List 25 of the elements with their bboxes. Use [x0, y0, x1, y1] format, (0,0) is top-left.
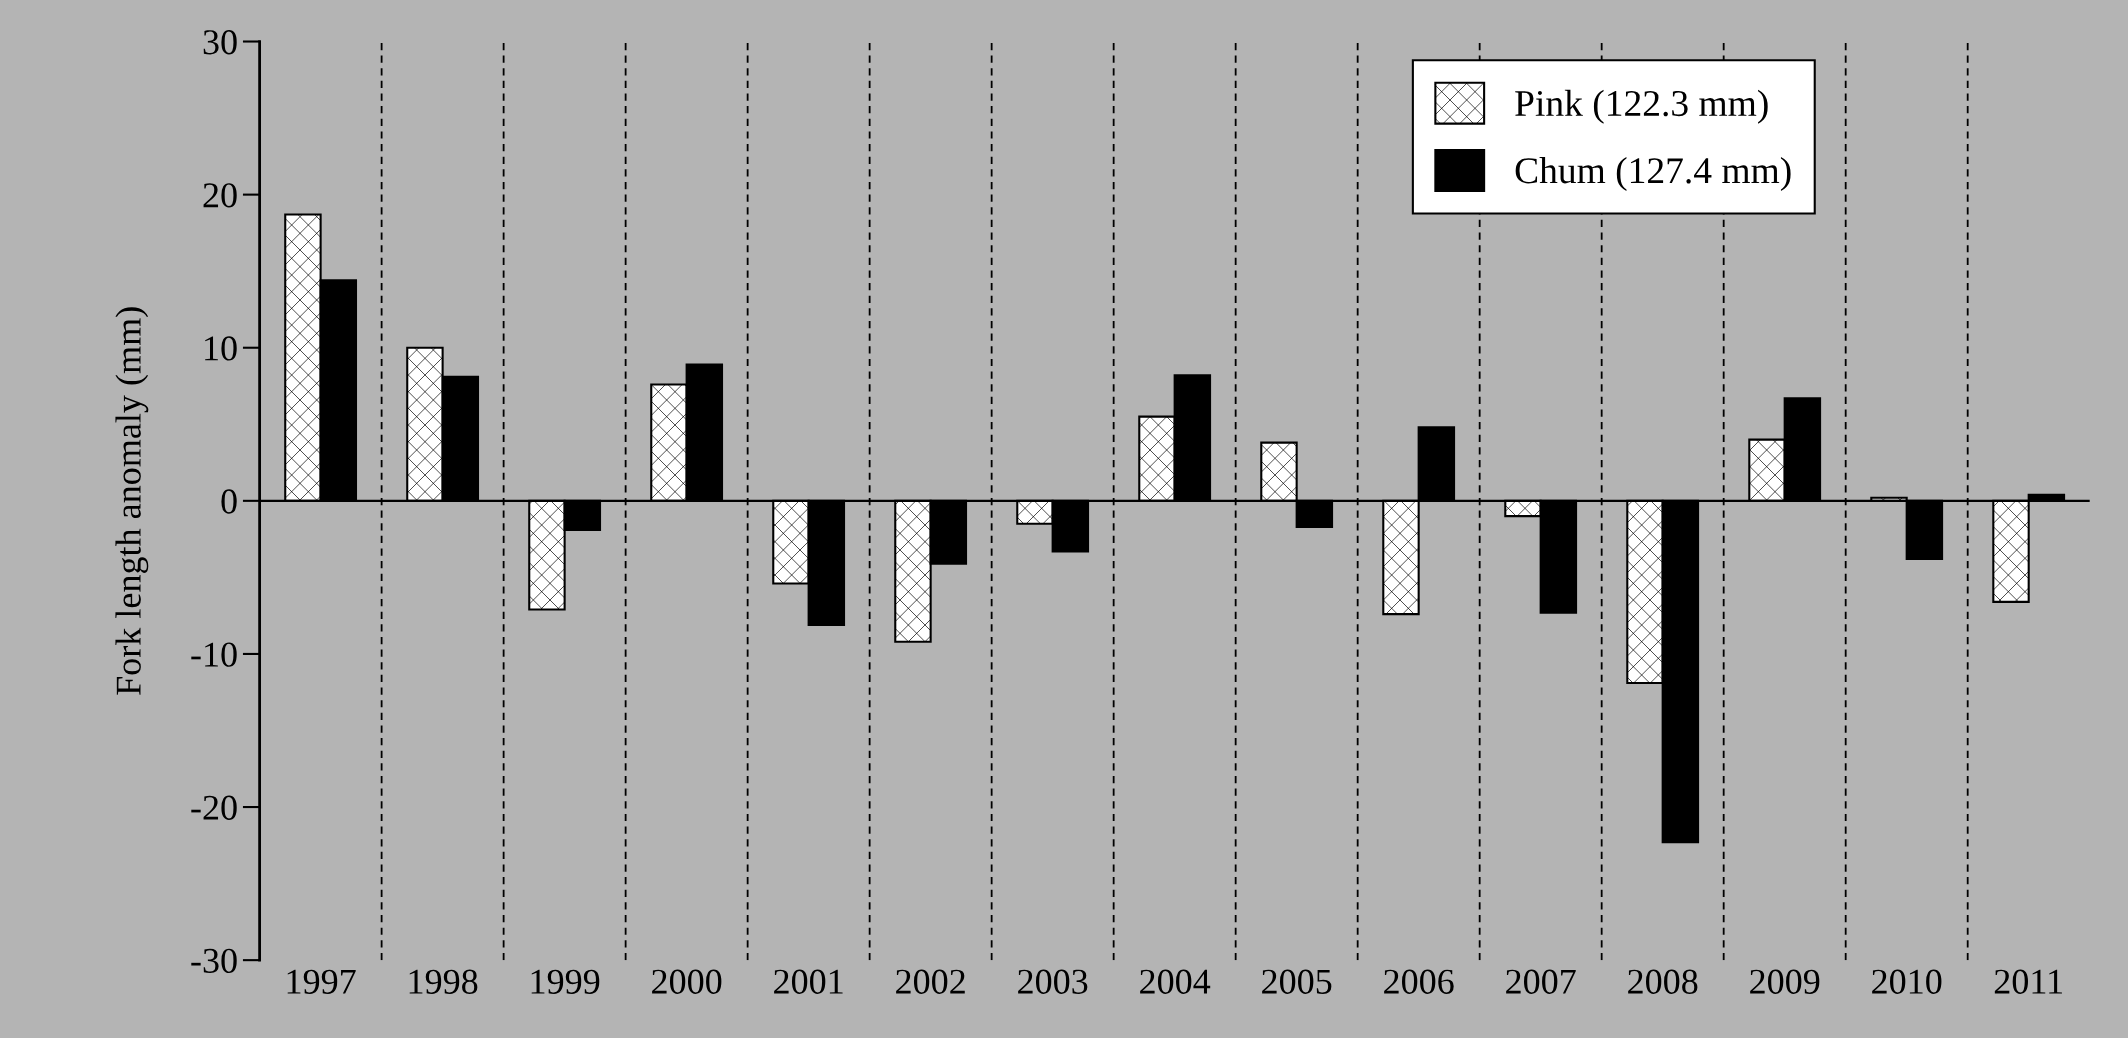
x-tick-label: 2007 [1506, 969, 1576, 994]
x-tick-label: 2003 [1018, 969, 1088, 994]
x-tick-label: 2001 [774, 969, 843, 994]
x-tick-label: 2010 [1872, 969, 1942, 994]
x-tick-label: 2011 [1994, 969, 2062, 994]
x-tick-label: 2008 [1628, 969, 1698, 994]
y-tick-label: -30 [191, 948, 237, 974]
x-tick-label: 2000 [652, 969, 722, 994]
y-tick-label: -20 [191, 795, 237, 820]
x-tick-label: 2004 [1140, 969, 1211, 994]
x-tick-label: 1998 [409, 969, 478, 994]
legend-label: Chum (127.4 mm) [1515, 156, 1791, 191]
x-tick-label: 2006 [1384, 969, 1454, 994]
x-tick-label: 1997 [287, 969, 356, 994]
y-tick-label: -10 [191, 642, 237, 667]
y-tick-label: 30 [203, 30, 237, 55]
y-axis-title: Fork length anomaly (mm) [115, 307, 149, 695]
x-tick-label: 2005 [1262, 969, 1332, 994]
y-tick-label: 20 [203, 183, 237, 208]
x-tick-label: 2002 [896, 969, 965, 994]
y-tick-label: 10 [205, 336, 237, 361]
x-tick-label: 1999 [531, 969, 600, 994]
y-tick-label: 0 [221, 489, 237, 514]
legend-label: Pink (122.3 mm) [1515, 89, 1768, 124]
x-tick-label: 2009 [1750, 969, 1820, 994]
